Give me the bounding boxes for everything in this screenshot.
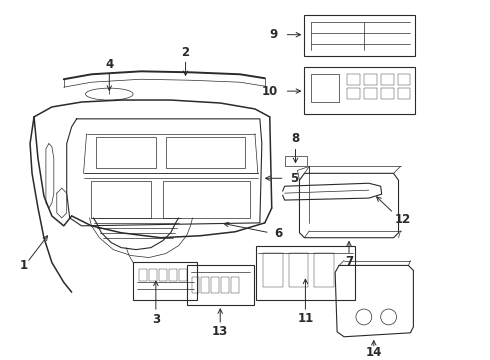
Bar bbox=[311, 74, 339, 102]
Bar bbox=[256, 246, 355, 300]
Bar bbox=[192, 277, 199, 293]
Text: 8: 8 bbox=[292, 132, 300, 145]
Bar bbox=[97, 137, 156, 168]
Bar bbox=[231, 277, 239, 293]
Bar bbox=[397, 88, 411, 99]
Text: 6: 6 bbox=[275, 227, 283, 240]
Text: 12: 12 bbox=[394, 213, 411, 226]
Bar bbox=[211, 277, 219, 293]
Text: 5: 5 bbox=[290, 172, 298, 185]
Bar bbox=[285, 157, 307, 166]
Bar bbox=[133, 262, 197, 300]
Bar bbox=[166, 137, 245, 168]
Text: 1: 1 bbox=[20, 259, 28, 272]
Bar bbox=[163, 181, 250, 218]
Bar bbox=[289, 253, 308, 287]
Bar bbox=[221, 277, 229, 293]
Bar bbox=[92, 181, 151, 218]
Bar bbox=[169, 269, 177, 281]
Bar bbox=[347, 74, 360, 85]
Bar bbox=[304, 15, 416, 57]
Text: 9: 9 bbox=[270, 28, 278, 41]
Bar bbox=[159, 269, 167, 281]
Text: 2: 2 bbox=[181, 46, 190, 59]
Bar bbox=[381, 74, 393, 85]
Bar bbox=[179, 269, 187, 281]
Bar bbox=[347, 88, 360, 99]
Bar bbox=[381, 88, 393, 99]
Bar bbox=[364, 74, 377, 85]
Bar bbox=[304, 67, 416, 114]
Text: 10: 10 bbox=[262, 85, 278, 98]
Bar bbox=[397, 74, 411, 85]
Text: 7: 7 bbox=[345, 255, 353, 268]
Bar bbox=[139, 269, 147, 281]
Text: 3: 3 bbox=[152, 314, 160, 327]
Bar bbox=[149, 269, 157, 281]
Text: 13: 13 bbox=[212, 325, 228, 338]
Bar bbox=[187, 265, 254, 305]
Bar bbox=[201, 277, 209, 293]
Text: 14: 14 bbox=[366, 346, 382, 359]
Bar bbox=[263, 253, 283, 287]
Text: 11: 11 bbox=[297, 312, 314, 325]
Bar bbox=[315, 253, 334, 287]
Bar bbox=[364, 88, 377, 99]
Text: 4: 4 bbox=[105, 58, 113, 71]
